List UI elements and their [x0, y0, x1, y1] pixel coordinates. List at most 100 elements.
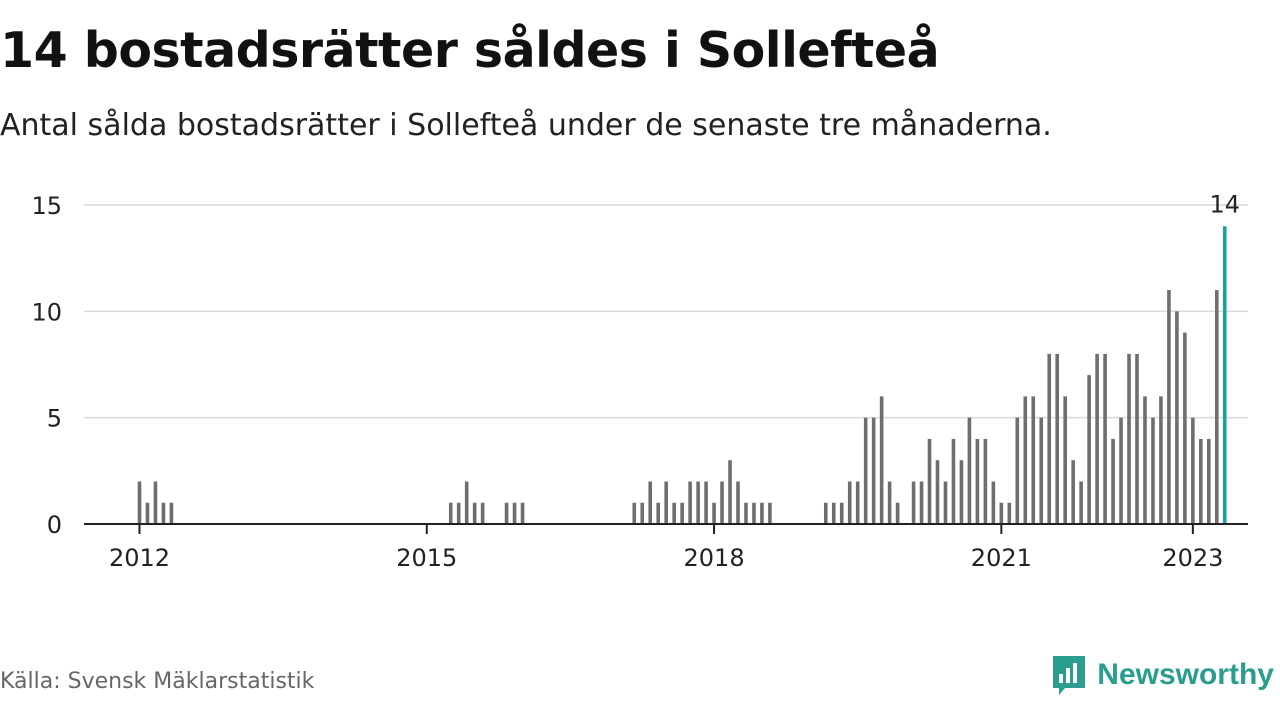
x-tick-label: 2018: [684, 544, 745, 572]
highlight-value-label: 14: [1210, 190, 1241, 218]
x-tick-label: 2021: [971, 544, 1032, 572]
bar: [480, 502, 485, 524]
bar: [161, 502, 166, 524]
bar: [831, 502, 836, 524]
y-tick-label: 15: [31, 192, 62, 220]
bar: [1087, 375, 1091, 524]
bar: [640, 502, 645, 524]
bar: [1015, 417, 1020, 524]
bar: [712, 502, 716, 524]
bar: [895, 502, 900, 524]
bar: [680, 502, 684, 524]
bar: [1111, 438, 1115, 524]
bar: [879, 396, 884, 524]
bar: [752, 502, 756, 524]
bar: [736, 481, 740, 524]
bar: [999, 502, 1004, 524]
bar: [1207, 438, 1211, 524]
bar: [1127, 353, 1131, 524]
bar: [1143, 396, 1147, 524]
x-tick-label: 2023: [1162, 544, 1223, 572]
brand-name: Newsworthy: [1097, 658, 1274, 691]
newsworthy-icon: [1053, 656, 1086, 695]
bar: [951, 438, 956, 524]
gridlines: 0 5 10 15: [31, 192, 1248, 539]
bar: [887, 481, 892, 524]
bar: [1103, 353, 1107, 524]
bar: [959, 460, 964, 524]
y-tick-label: 0: [47, 511, 62, 539]
bar: [927, 438, 932, 524]
bar-highlight: [1223, 226, 1227, 524]
bar: [1191, 417, 1195, 524]
chart-title: 14 bostadsrätter såldes i Sollefteå: [0, 22, 940, 79]
bar: [975, 438, 980, 524]
bar: [672, 502, 676, 524]
bar: [1199, 438, 1203, 524]
bar: [1175, 311, 1179, 524]
bar: [145, 502, 150, 524]
bar: [1159, 396, 1163, 524]
bar: [464, 481, 469, 524]
bar: [153, 481, 158, 524]
bar: [664, 481, 668, 524]
bar: [1183, 332, 1187, 524]
y-tick-label: 10: [31, 298, 62, 326]
bar: [919, 481, 924, 524]
bars: [137, 226, 1227, 524]
bar: [863, 417, 868, 524]
bar: [648, 481, 653, 524]
bar: [720, 481, 724, 524]
y-tick-label: 5: [47, 405, 62, 433]
bar: [871, 417, 876, 524]
bar: [456, 502, 461, 524]
bar: [847, 481, 852, 524]
bar: [1071, 460, 1075, 524]
bar: [1079, 481, 1083, 524]
bar: [1007, 502, 1012, 524]
x-axis: 2012 2015 2018 2021 2023: [84, 523, 1248, 572]
chart-subtitle: Antal sålda bostadsrätter i Sollefteå un…: [0, 108, 1052, 143]
bar: [911, 481, 916, 524]
bar: [760, 502, 764, 524]
bar: [768, 502, 772, 524]
bar: [169, 502, 174, 524]
bar: [512, 502, 517, 524]
bar: [656, 502, 660, 524]
bar: [632, 502, 637, 524]
x-tick-label: 2012: [109, 544, 170, 572]
bar: [1047, 353, 1052, 524]
bar: [967, 417, 972, 524]
bar: [520, 502, 525, 524]
bar: [855, 481, 860, 524]
bar: [1215, 290, 1219, 524]
bar: [935, 460, 940, 524]
bar: [688, 481, 692, 524]
bar: [448, 502, 453, 524]
x-tick-label: 2015: [396, 544, 457, 572]
newsworthy-logo: Newsworthy: [1051, 654, 1274, 696]
bar: [744, 502, 748, 524]
bar: [1119, 417, 1123, 524]
bar: [137, 481, 142, 524]
bar-chart: 0 5 10 15 2012 2015 2018 2021 2023 14: [31, 190, 1248, 572]
bar: [1039, 417, 1044, 524]
bar: [1063, 396, 1067, 524]
bar: [943, 481, 948, 524]
bar: [1055, 353, 1059, 524]
bar: [983, 438, 988, 524]
bar: [504, 502, 509, 524]
bar: [1095, 353, 1099, 524]
bar: [991, 481, 996, 524]
bar: [1167, 290, 1171, 524]
bar: [823, 502, 828, 524]
bar: [839, 502, 844, 524]
source-note: Källa: Svensk Mäklarstatistik: [0, 669, 315, 694]
bar: [728, 460, 732, 524]
bar: [696, 481, 700, 524]
bar: [1023, 396, 1028, 524]
bar: [704, 481, 708, 524]
bar: [1135, 353, 1139, 524]
labels: 14: [1210, 190, 1241, 218]
bar: [472, 502, 477, 524]
